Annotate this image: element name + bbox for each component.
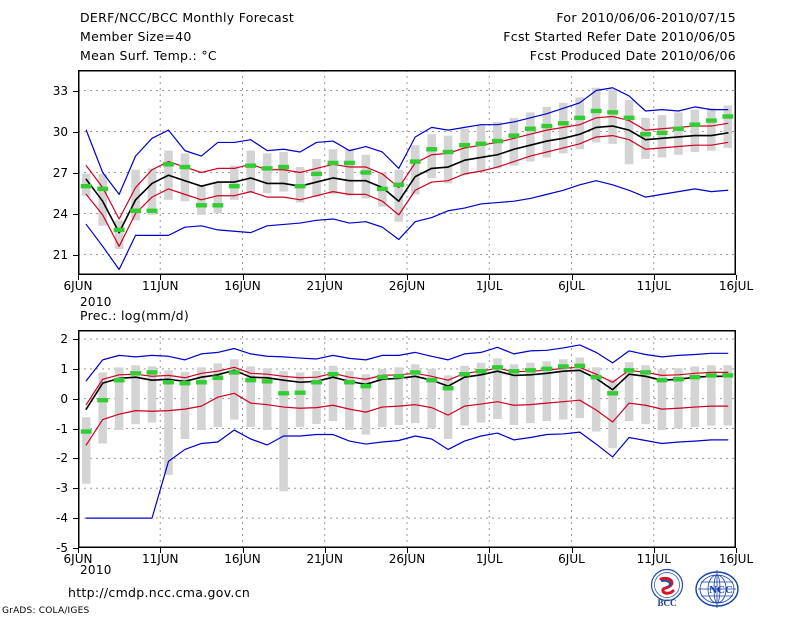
page-title: DERF/NCC/BCC Monthly Forecast (80, 10, 295, 25)
x-tick-label: 21JUN (306, 552, 344, 566)
y-tick-mark (73, 428, 78, 430)
x-tick-mark (242, 275, 244, 280)
y-tick-label: -2 (56, 451, 68, 466)
x-tick-mark (78, 548, 79, 553)
x-tick-mark (736, 275, 737, 280)
x-tick-mark (407, 548, 408, 553)
y-tick-label: 24 (52, 206, 68, 221)
y-tick-mark (73, 338, 78, 340)
refer-date-label: Fcst Started Refer Date 2010/06/05 (503, 29, 736, 44)
member-size-label: Member Size=40 (80, 29, 192, 44)
bcc-logo: BCC (645, 568, 689, 610)
x-tick-mark (160, 548, 162, 553)
x-tick-mark (324, 275, 326, 280)
x-tick-label: 16JUN (224, 552, 261, 566)
y-tick-label: 2 (60, 331, 68, 346)
x-tick-mark (571, 548, 573, 553)
y-tick-label: 0 (60, 391, 68, 406)
x-tick-label: 6JUL (558, 552, 585, 566)
y-tick-label: -4 (56, 511, 68, 526)
x-tick-label: 26JUN (388, 279, 426, 293)
x-tick-label: 1JUL (475, 279, 503, 293)
grads-credit: GrADS: COLA/IGES (2, 606, 90, 616)
y-tick-mark (73, 518, 78, 520)
x-tick-mark (571, 275, 573, 280)
x-tick-label: 11JUN (141, 552, 179, 566)
y-tick-label: -1 (56, 421, 68, 436)
y-tick-mark (73, 368, 78, 370)
x-tick-mark (160, 275, 162, 280)
y-tick-label: 27 (52, 165, 68, 180)
x-tick-mark (78, 275, 79, 280)
x-tick-label: 11JUL (636, 279, 671, 293)
y-tick-mark (73, 131, 78, 133)
forecast-range-label: For 2010/06/06-2010/07/15 (556, 10, 736, 25)
precipitation-plot (78, 330, 736, 548)
temp-axis-label: Mean Surf. Temp.: °C (80, 48, 217, 63)
temperature-plot (78, 70, 736, 275)
x-tick-label: 16JUL (718, 279, 754, 293)
y-tick-label: 1 (60, 361, 68, 376)
y-tick-mark (73, 172, 78, 174)
y-tick-label: 30 (52, 124, 68, 139)
x-tick-label: 16JUL (718, 552, 754, 566)
y-tick-mark (73, 548, 78, 549)
y-tick-mark (73, 90, 78, 92)
x-tick-label: 26JUN (388, 552, 426, 566)
y-tick-label: 21 (52, 247, 68, 262)
y-tick-mark (73, 213, 78, 215)
y-tick-label: -3 (56, 481, 68, 496)
x-tick-mark (324, 548, 326, 553)
x-tick-mark (242, 548, 244, 553)
y-tick-mark (73, 254, 78, 256)
x-tick-mark (489, 548, 491, 553)
produced-date-label: Fcst Produced Date 2010/06/06 (529, 48, 736, 63)
prec-axis-label: Prec.: log(mm/d) (80, 308, 190, 323)
website-url[interactable]: http://cmdp.ncc.cma.gov.cn (68, 585, 251, 600)
temperature-plot-svg (78, 70, 736, 275)
x-tick-mark (653, 548, 655, 553)
year-label-bottom: 2010 (80, 563, 112, 577)
x-tick-label: 21JUN (306, 279, 344, 293)
y-tick-mark (73, 458, 78, 460)
y-tick-label: 33 (52, 83, 68, 98)
x-tick-mark (407, 275, 408, 280)
precipitation-plot-svg (78, 330, 736, 548)
year-label-top: 2010 (80, 295, 112, 309)
x-tick-mark (736, 548, 737, 553)
x-tick-label: 6JUN (63, 552, 93, 566)
x-tick-mark (653, 275, 655, 280)
y-tick-label: -5 (56, 541, 68, 555)
svg-text:NCC: NCC (709, 584, 733, 596)
x-tick-label: 16JUN (224, 279, 261, 293)
ncc-logo: NCC (694, 568, 740, 610)
x-tick-label: 11JUN (141, 279, 179, 293)
x-tick-label: 6JUL (558, 279, 585, 293)
y-tick-mark (73, 488, 78, 490)
x-tick-mark (489, 275, 491, 280)
svg-text:BCC: BCC (657, 598, 676, 608)
x-tick-label: 6JUN (63, 279, 93, 293)
x-tick-label: 11JUL (636, 552, 671, 566)
y-tick-mark (73, 398, 78, 400)
x-tick-label: 1JUL (475, 552, 503, 566)
